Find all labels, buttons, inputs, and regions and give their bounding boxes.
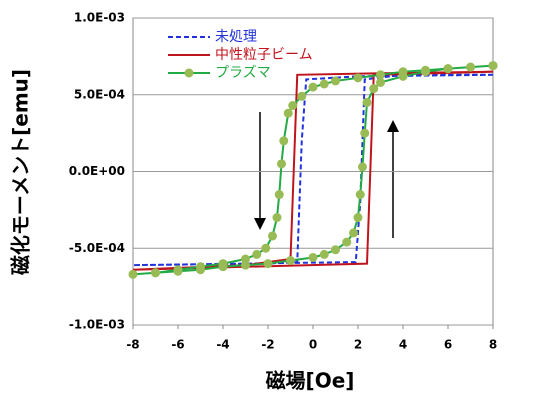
y-tick-label: -1.0E-03 [69, 318, 125, 332]
marker [331, 76, 340, 86]
x-tick-label: -6 [171, 338, 184, 352]
marker [279, 136, 289, 146]
x-tick-label: -2 [261, 338, 274, 352]
marker [261, 243, 271, 253]
y-tick-label: 1.0E-03 [74, 11, 125, 25]
marker [196, 265, 205, 275]
marker [421, 67, 430, 77]
legend-label: 中性粒子ビーム [215, 47, 313, 63]
marker [443, 64, 453, 74]
marker [268, 231, 277, 241]
marker [488, 61, 498, 71]
marker [308, 252, 318, 262]
marker [297, 91, 307, 101]
marker [151, 268, 160, 278]
x-tick-label: 8 [489, 338, 497, 352]
marker [319, 249, 329, 259]
arrows [254, 112, 399, 238]
marker [319, 79, 329, 89]
legend-marker [184, 68, 194, 78]
marker [241, 260, 250, 270]
marker [358, 162, 367, 172]
marker [342, 237, 352, 247]
marker [331, 245, 340, 255]
marker [349, 228, 358, 238]
marker [277, 159, 286, 169]
marker [376, 77, 385, 87]
marker [466, 62, 475, 72]
x-tick-label: 6 [444, 338, 452, 352]
marker [283, 108, 293, 118]
marker [353, 213, 363, 223]
marker [369, 84, 379, 94]
legend-label: 未処理 [215, 29, 257, 45]
marker [362, 97, 372, 107]
marker [308, 82, 318, 92]
marker [263, 259, 273, 269]
marker [353, 73, 363, 83]
marker [286, 256, 295, 266]
x-tick-label: -8 [126, 338, 139, 352]
y-axis-label: 磁化モーメント[emu] [9, 69, 33, 275]
marker [288, 100, 298, 110]
y-tick-label: 0.0E+00 [69, 164, 125, 178]
x-tick-label: -4 [216, 338, 229, 352]
x-axis-label: 磁場[Oe] [266, 369, 355, 393]
marker [274, 190, 284, 200]
legend-label: プラズマ [215, 65, 271, 81]
y-tick-label: 5.0E-04 [74, 87, 125, 101]
marker [218, 262, 228, 272]
marker [376, 70, 385, 80]
marker [355, 190, 365, 200]
marker [398, 71, 408, 81]
x-tick-label: 0 [309, 338, 317, 352]
marker [272, 213, 282, 223]
x-tick-label: 2 [354, 338, 362, 352]
y-tick-label: -5.0E-04 [69, 241, 125, 255]
marker [252, 249, 262, 259]
x-tick-label: 4 [399, 338, 407, 352]
marker [173, 266, 183, 276]
marker [128, 269, 138, 279]
marker [360, 128, 370, 138]
